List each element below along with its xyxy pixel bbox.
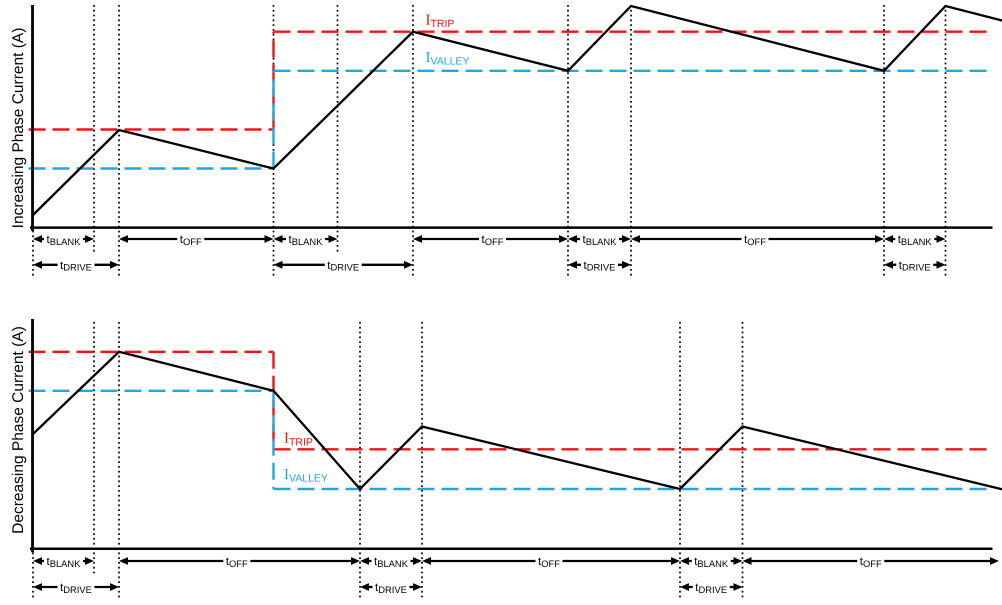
- svg-text:tBLANK: tBLANK: [374, 556, 409, 569]
- svg-text:tOFF: tOFF: [538, 556, 560, 569]
- svg-text:tDRIVE: tDRIVE: [60, 582, 92, 595]
- svg-text:tOFF: tOFF: [226, 556, 248, 569]
- svg-text:tBLANK: tBLANK: [583, 234, 618, 247]
- svg-text:tOFF: tOFF: [860, 556, 882, 569]
- svg-text:tDRIVE: tDRIVE: [60, 260, 92, 273]
- svg-text:tBLANK: tBLANK: [47, 234, 82, 247]
- svg-text:tBLANK: tBLANK: [898, 234, 933, 247]
- svg-text:Decreasing Phase Current (A): Decreasing Phase Current (A): [10, 326, 27, 534]
- svg-text:tBLANK: tBLANK: [694, 556, 729, 569]
- svg-text:tDRIVE: tDRIVE: [584, 260, 616, 273]
- svg-text:tOFF: tOFF: [744, 234, 766, 247]
- svg-text:tOFF: tOFF: [482, 234, 504, 247]
- svg-text:Increasing Phase Current (A): Increasing Phase Current (A): [10, 28, 27, 229]
- svg-text:tBLANK: tBLANK: [47, 556, 82, 569]
- svg-text:tDRIVE: tDRIVE: [899, 260, 931, 273]
- svg-text:tDRIVE: tDRIVE: [375, 582, 407, 595]
- svg-text:tDRIVE: tDRIVE: [327, 260, 359, 273]
- svg-text:tOFF: tOFF: [180, 234, 202, 247]
- svg-text:tBLANK: tBLANK: [289, 234, 324, 247]
- svg-text:tDRIVE: tDRIVE: [695, 582, 727, 595]
